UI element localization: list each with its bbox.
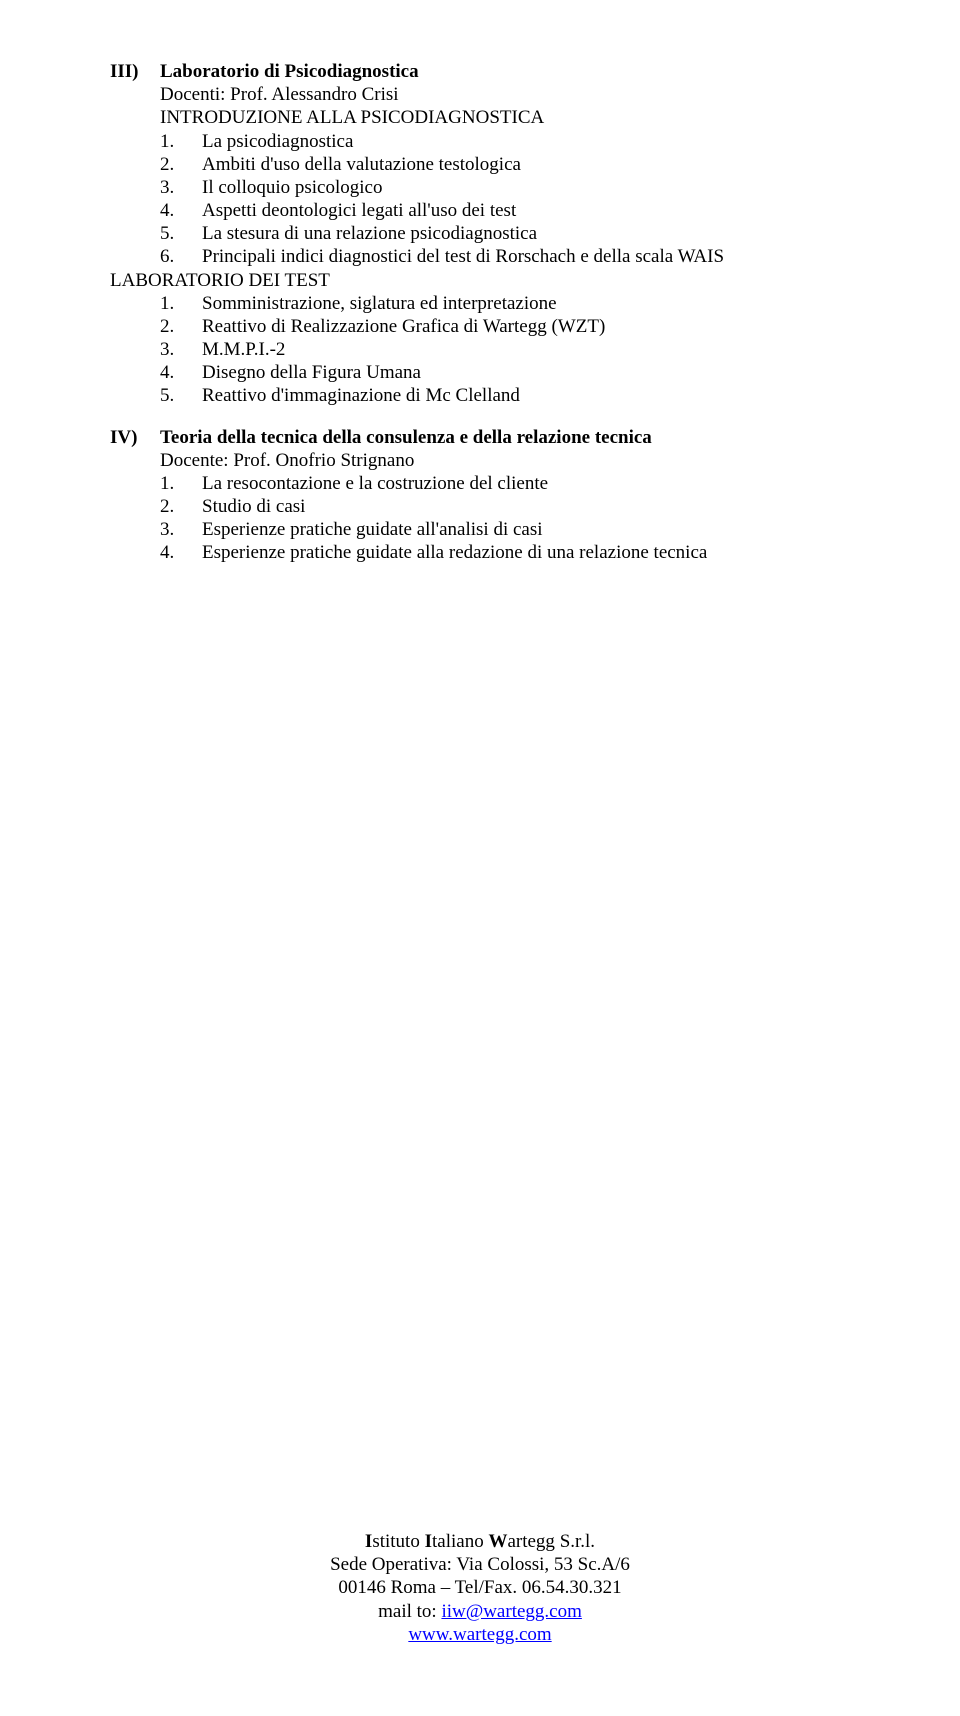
section-4-body: Docente: Prof. Onofrio Strignano 1. La r… [160, 449, 850, 565]
list-item: 1. Somministrazione, siglatura ed interp… [160, 292, 850, 315]
footer-addr1: Sede Operativa: Via Colossi, 53 Sc.A/6 [0, 1553, 960, 1576]
item-text: Reattivo d'immaginazione di Mc Clelland [202, 384, 520, 407]
item-number: 3. [160, 518, 202, 541]
list-item: 5. La stesura di una relazione psicodiag… [160, 222, 850, 245]
section-4-heading: IV) Teoria della tecnica della consulenz… [110, 426, 850, 449]
section-3-body: Docenti: Prof. Alessandro Crisi INTRODUZ… [160, 83, 850, 407]
item-number: 2. [160, 315, 202, 338]
item-text: Disegno della Figura Umana [202, 361, 421, 384]
section-3-intro-caps: INTRODUZIONE ALLA PSICODIAGNOSTICA [160, 106, 850, 129]
footer-addr2: 00146 Roma – Tel/Fax. 06.54.30.321 [0, 1576, 960, 1599]
list-item: 1. La resocontazione e la costruzione de… [160, 472, 850, 495]
footer-institute: Istituto Italiano Wartegg S.r.l. [0, 1530, 960, 1553]
footer-w3: artegg [507, 1531, 559, 1552]
section-4-title: Teoria della tecnica della consulenza e … [160, 426, 652, 449]
item-number: 1. [160, 292, 202, 315]
footer-i3: W [488, 1531, 507, 1552]
item-number: 4. [160, 541, 202, 564]
footer-site-link[interactable]: www.wartegg.com [408, 1624, 551, 1645]
item-number: 2. [160, 153, 202, 176]
item-text: Il colloquio psicologico [202, 176, 382, 199]
footer-srl: S.r.l. [560, 1531, 595, 1552]
item-text: Aspetti deontologici legati all'uso dei … [202, 199, 516, 222]
list-item: 2. Studio di casi [160, 495, 850, 518]
section-gap [110, 408, 850, 426]
list-item: 1. La psicodiagnostica [160, 130, 850, 153]
document-page: III) Laboratorio di Psicodiagnostica Doc… [0, 0, 960, 1716]
page-footer: Istituto Italiano Wartegg S.r.l. Sede Op… [0, 1530, 960, 1646]
section-3-docenti: Docenti: Prof. Alessandro Crisi [160, 83, 850, 106]
item-text: Esperienze pratiche guidate all'analisi … [202, 518, 543, 541]
item-text: Studio di casi [202, 495, 305, 518]
footer-mail-label: mail to: [378, 1601, 441, 1622]
item-text: Reattivo di Realizzazione Grafica di War… [202, 315, 605, 338]
item-number: 4. [160, 361, 202, 384]
item-number: 4. [160, 199, 202, 222]
item-text: Somministrazione, siglatura ed interpret… [202, 292, 557, 315]
lab-title: LABORATORIO DEI TEST [110, 269, 850, 292]
item-number: 6. [160, 245, 202, 268]
list-item: 2. Reattivo di Realizzazione Grafica di … [160, 315, 850, 338]
footer-i2: I [425, 1531, 432, 1552]
list-item: 4. Disegno della Figura Umana [160, 361, 850, 384]
list-item: 6. Principali indici diagnostici del tes… [160, 245, 850, 268]
footer-w1: stituto [372, 1531, 424, 1552]
item-number: 2. [160, 495, 202, 518]
list-item: 4. Aspetti deontologici legati all'uso d… [160, 199, 850, 222]
list-item: 4. Esperienze pratiche guidate alla reda… [160, 541, 850, 564]
item-text: Principali indici diagnostici del test d… [202, 245, 724, 268]
list-item: 3. Il colloquio psicologico [160, 176, 850, 199]
footer-site-line: www.wartegg.com [0, 1623, 960, 1646]
section-3-title: Laboratorio di Psicodiagnostica [160, 60, 419, 83]
item-text: La stesura di una relazione psicodiagnos… [202, 222, 537, 245]
item-text: M.M.P.I.-2 [202, 338, 285, 361]
item-number: 1. [160, 130, 202, 153]
item-number: 5. [160, 384, 202, 407]
item-number: 1. [160, 472, 202, 495]
list-item: 3. Esperienze pratiche guidate all'anali… [160, 518, 850, 541]
section-3-heading: III) Laboratorio di Psicodiagnostica [110, 60, 850, 83]
item-text: La resocontazione e la costruzione del c… [202, 472, 548, 495]
item-number: 5. [160, 222, 202, 245]
list-item: 3. M.M.P.I.-2 [160, 338, 850, 361]
list-item: 2. Ambiti d'uso della valutazione testol… [160, 153, 850, 176]
section-4-roman: IV) [110, 426, 160, 449]
section-3-roman: III) [110, 60, 160, 83]
section-4-docente: Docente: Prof. Onofrio Strignano [160, 449, 850, 472]
footer-mail-line: mail to: iiw@wartegg.com [0, 1600, 960, 1623]
item-text: Ambiti d'uso della valutazione testologi… [202, 153, 521, 176]
item-text: La psicodiagnostica [202, 130, 353, 153]
item-text: Esperienze pratiche guidate alla redazio… [202, 541, 707, 564]
item-number: 3. [160, 176, 202, 199]
list-item: 5. Reattivo d'immaginazione di Mc Clella… [160, 384, 850, 407]
footer-w2: taliano [432, 1531, 488, 1552]
footer-mail-link[interactable]: iiw@wartegg.com [441, 1601, 581, 1622]
item-number: 3. [160, 338, 202, 361]
